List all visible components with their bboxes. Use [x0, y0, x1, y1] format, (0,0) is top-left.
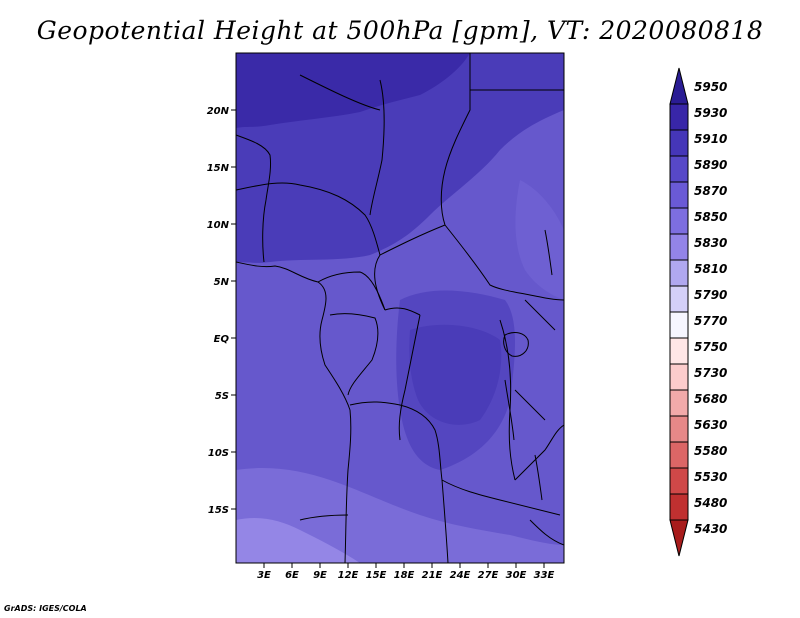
lake-victoria — [503, 332, 529, 357]
colorbar-label: 5480 — [694, 496, 727, 510]
border-14 — [349, 401, 443, 481]
colorbar-swatch — [669, 519, 689, 557]
colorbar-label: 5530 — [694, 470, 727, 484]
border-11 — [329, 313, 379, 396]
lon-tick-label: 27E — [478, 570, 499, 581]
border-15 — [441, 479, 561, 516]
colorbar-swatch — [669, 389, 689, 417]
colorbar-label: 5850 — [694, 210, 727, 224]
lat-tick-label: 20N — [207, 106, 230, 117]
colorbar-label: 5930 — [694, 106, 727, 120]
country-borders — [236, 53, 564, 563]
lat-tick-label: EQ — [214, 334, 230, 345]
border-12 — [384, 307, 421, 316]
colorbar-label: 5630 — [694, 418, 727, 432]
colorbar-swatch — [669, 129, 689, 157]
colorbar-label: 5810 — [694, 262, 727, 276]
border-16 — [441, 479, 449, 563]
colorbar-label: 5430 — [694, 522, 727, 536]
lat-tick-label: 5S — [215, 391, 229, 402]
lake-tanganyika — [504, 379, 515, 441]
colorbar-label: 5890 — [694, 158, 727, 172]
colorbar-swatch — [669, 181, 689, 209]
colorbar-label: 5870 — [694, 184, 727, 198]
map-title: Geopotential Height at 500hPa [gpm], VT:… — [36, 16, 764, 45]
lon-tick-label: 6E — [285, 570, 299, 581]
lon-tick-label: 18E — [394, 570, 415, 581]
border-5 — [444, 224, 564, 301]
lon-tick-label: 30E — [506, 570, 527, 581]
colorbar-swatch — [669, 259, 689, 287]
colorbar-swatch — [669, 67, 689, 105]
colorbar-label: 5830 — [694, 236, 727, 250]
lon-tick-label: 15E — [366, 570, 387, 581]
field-patch-congo2 — [409, 324, 502, 425]
colorbar-swatch — [669, 337, 689, 365]
colorbar-swatch — [669, 103, 689, 131]
colorbar-swatch — [669, 363, 689, 391]
lat-tick-label: 5N — [214, 277, 230, 288]
border-22 — [299, 514, 349, 521]
lon-tick-label: 3E — [257, 570, 271, 581]
border-3 — [440, 53, 471, 226]
map-frame — [235, 52, 565, 564]
field-patch-deep — [236, 53, 470, 128]
colorbar-swatch — [669, 285, 689, 313]
border-20 — [514, 389, 546, 421]
colorbar-label: 5680 — [694, 392, 727, 406]
border-18 — [514, 424, 564, 481]
lon-tick-label: 33E — [534, 570, 555, 581]
lat-tick-label: 10S — [208, 448, 229, 459]
lon-tick-label: 9E — [313, 570, 327, 581]
border-23 — [544, 229, 553, 276]
colorbar-label: 5730 — [694, 366, 727, 380]
lon-tick-label: 24E — [450, 570, 471, 581]
border-10 — [317, 271, 386, 311]
colorbar-swatch — [669, 311, 689, 339]
colorbar-swatch — [669, 467, 689, 495]
field-band-southwest — [236, 518, 360, 563]
border-9 — [262, 199, 267, 263]
field-patch-mid — [270, 115, 392, 151]
border-2 — [369, 79, 385, 216]
colorbar-label: 5790 — [694, 288, 727, 302]
border-13 — [398, 314, 421, 441]
lat-tick-label: 15N — [207, 163, 230, 174]
lake-malawi — [534, 454, 543, 501]
field-tongue-east — [515, 180, 564, 300]
coastline-west — [236, 261, 352, 563]
lon-tick-label: 12E — [338, 570, 359, 581]
colorbar-swatch — [669, 441, 689, 469]
lon-tick-label: 21E — [422, 570, 443, 581]
border-19 — [524, 299, 556, 331]
colorbar-label: 5580 — [694, 444, 727, 458]
colorbar-swatch — [669, 415, 689, 443]
colorbar-label: 5770 — [694, 314, 727, 328]
grads-credit: GrADS: IGES/COLA — [4, 604, 87, 613]
colorbar-swatch — [669, 207, 689, 235]
colorbar-label: 5910 — [694, 132, 727, 146]
colorbar-swatch — [669, 493, 689, 521]
lat-tick-label: 10N — [207, 220, 230, 231]
border-21 — [529, 519, 564, 546]
colorbar-label: 5750 — [694, 340, 727, 354]
border-7 — [299, 74, 381, 111]
lon-axis: 3E 6E 9E 12E 15E 18E 21E 24E 27E 30E 33E — [257, 563, 555, 581]
lat-axis: 20N 15N 10N 5N EQ 5S 10S 15S — [207, 106, 236, 516]
colorbar: 5950 5930 5910 5890 5870 5850 5830 5810 5790 5770… — [669, 67, 727, 557]
lat-tick-label: 15S — [208, 505, 229, 516]
colorbar-label: 5950 — [694, 80, 727, 94]
colorbar-swatch — [669, 233, 689, 261]
border-8 — [236, 134, 271, 201]
colorbar-swatch — [669, 155, 689, 183]
